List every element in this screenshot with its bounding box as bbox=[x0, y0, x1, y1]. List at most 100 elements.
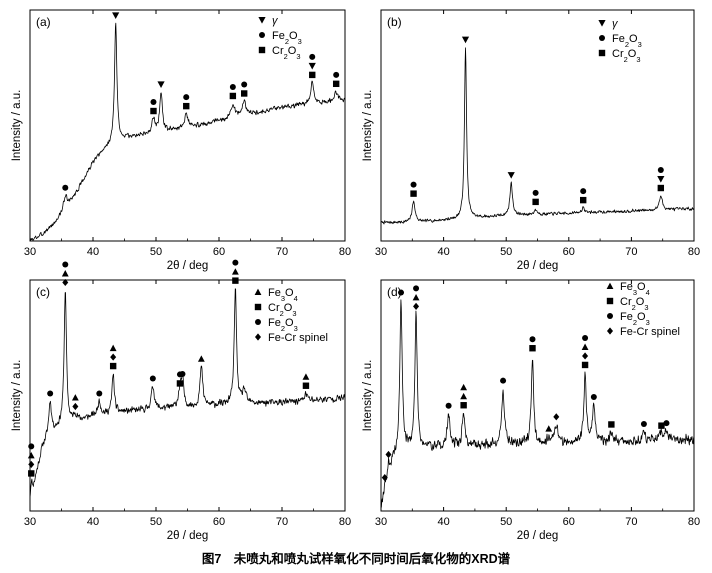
xrd-panel-d: 30 40 50 60 70 80 2θ / deg Intensity / a.u. (d) F… bbox=[362, 279, 700, 542]
marker-fe3o4 bbox=[27, 452, 35, 459]
marker-fe2o3 bbox=[590, 393, 597, 400]
marker-cr2o3 bbox=[657, 184, 665, 192]
marker-fe2o3 bbox=[62, 184, 69, 191]
panel-label: (c) bbox=[36, 285, 50, 299]
marker-cr2o3 bbox=[28, 470, 35, 477]
marker-fe3o4 bbox=[606, 282, 614, 289]
marker-cr2o3 bbox=[532, 198, 539, 206]
marker-cr2o3 bbox=[176, 380, 184, 387]
marker-fe3o4 bbox=[581, 343, 589, 350]
marker-cr2o3 bbox=[241, 90, 248, 97]
marker-fe2o3 bbox=[413, 285, 420, 292]
marker-fe2o3 bbox=[62, 261, 69, 268]
marker-fe2o3 bbox=[232, 259, 239, 266]
marker-gamma bbox=[112, 12, 120, 19]
marker-fe2o3 bbox=[398, 289, 405, 296]
marker-fe2o3 bbox=[149, 375, 156, 382]
marker-cr2o3 bbox=[258, 46, 266, 54]
marker-gamma bbox=[461, 36, 470, 44]
x-tick-label: 40 bbox=[437, 516, 449, 528]
marker-gamma bbox=[258, 17, 266, 24]
marker-gamma bbox=[507, 172, 515, 179]
legend-label: γ bbox=[612, 18, 619, 30]
legend-label: Fe-Cr spinel bbox=[268, 332, 328, 344]
x-tick-label: 30 bbox=[24, 246, 36, 258]
y-axis-label: Intensity / a.u. bbox=[362, 360, 374, 432]
marker-spinel bbox=[385, 450, 392, 459]
marker-fe2o3 bbox=[500, 377, 507, 384]
y-axis-label: Intensity / a.u. bbox=[11, 90, 23, 162]
marker-cr2o3 bbox=[581, 361, 589, 369]
marker-cr2o3 bbox=[309, 71, 316, 79]
marker-spinel bbox=[62, 278, 69, 287]
marker-cr2o3 bbox=[598, 49, 606, 57]
x-tick-label: 30 bbox=[375, 246, 387, 258]
legend-label: Fe2O3 bbox=[620, 311, 650, 327]
marker-fe2o3 bbox=[229, 83, 236, 90]
marker-fe3o4 bbox=[460, 392, 468, 400]
x-tick-label: 80 bbox=[339, 246, 351, 258]
plot-frame bbox=[29, 279, 346, 512]
marker-spinel bbox=[413, 302, 420, 310]
marker-fe2o3 bbox=[28, 443, 35, 450]
x-tick-label: 70 bbox=[276, 246, 288, 258]
y-axis-label: Intensity / a.u. bbox=[362, 90, 374, 162]
x-tick-label: 40 bbox=[437, 246, 449, 258]
marker-fe3o4 bbox=[412, 293, 420, 301]
x-tick-label: 50 bbox=[150, 246, 162, 258]
marker-gamma bbox=[157, 81, 165, 89]
marker-fe2o3 bbox=[607, 313, 613, 319]
legend-label: γ bbox=[272, 15, 279, 27]
x-tick-label: 70 bbox=[276, 516, 288, 528]
x-axis-label: 2θ / deg bbox=[517, 260, 559, 272]
marker-fe2o3 bbox=[96, 390, 103, 397]
marker-cr2o3 bbox=[658, 422, 665, 429]
y-axis-label: Intensity / a.u. bbox=[11, 360, 23, 432]
x-tick-label: 50 bbox=[500, 246, 512, 258]
marker-fe3o4 bbox=[545, 425, 553, 432]
marker-fe2o3 bbox=[241, 81, 248, 88]
marker-fe3o4 bbox=[71, 394, 79, 401]
marker-cr2o3 bbox=[332, 80, 340, 88]
marker-fe2o3 bbox=[580, 188, 587, 195]
legend-label: Fe-Cr spinel bbox=[620, 326, 680, 338]
marker-spinel bbox=[255, 333, 261, 341]
marker-cr2o3 bbox=[183, 102, 190, 110]
marker-cr2o3 bbox=[579, 196, 587, 204]
marker-fe3o4 bbox=[61, 270, 69, 277]
x-tick-label: 80 bbox=[688, 516, 700, 528]
xrd-trace bbox=[29, 22, 346, 242]
x-axis-label: 2θ / deg bbox=[167, 530, 209, 542]
marker-fe2o3 bbox=[47, 390, 54, 397]
marker-spinel bbox=[72, 402, 79, 411]
legend-label: Cr2O3 bbox=[620, 296, 648, 312]
marker-fe2o3 bbox=[582, 334, 589, 341]
xrd-panel-b: 30 40 50 60 70 80 2θ / deg Intensity / a.u. (b) γ… bbox=[362, 9, 700, 272]
marker-fe2o3 bbox=[150, 99, 157, 106]
legend-label: Fe2O3 bbox=[268, 317, 298, 333]
marker-fe2o3 bbox=[183, 94, 190, 101]
marker-cr2o3 bbox=[529, 345, 536, 352]
marker-cr2o3 bbox=[302, 382, 310, 389]
marker-spinel bbox=[607, 327, 613, 335]
marker-spinel bbox=[553, 413, 560, 421]
marker-fe2o3 bbox=[410, 181, 417, 188]
marker-fe2o3 bbox=[179, 371, 186, 378]
xrd-trace bbox=[380, 47, 695, 225]
legend-label: Fe2O3 bbox=[612, 33, 642, 49]
marker-fe3o4 bbox=[254, 288, 262, 295]
x-tick-label: 60 bbox=[213, 246, 225, 258]
panel-label: (a) bbox=[36, 15, 51, 29]
marker-fe2o3 bbox=[445, 402, 452, 409]
x-tick-label: 70 bbox=[625, 516, 637, 528]
x-tick-label: 50 bbox=[500, 516, 512, 528]
marker-fe2o3 bbox=[657, 167, 664, 174]
x-tick-label: 40 bbox=[87, 246, 99, 258]
legend-label: Cr2O3 bbox=[268, 302, 296, 318]
xrd-panel-c: 30 40 50 60 70 80 2θ / deg Intensity / a.u. (c) F… bbox=[11, 259, 351, 542]
marker-fe2o3 bbox=[663, 420, 670, 427]
